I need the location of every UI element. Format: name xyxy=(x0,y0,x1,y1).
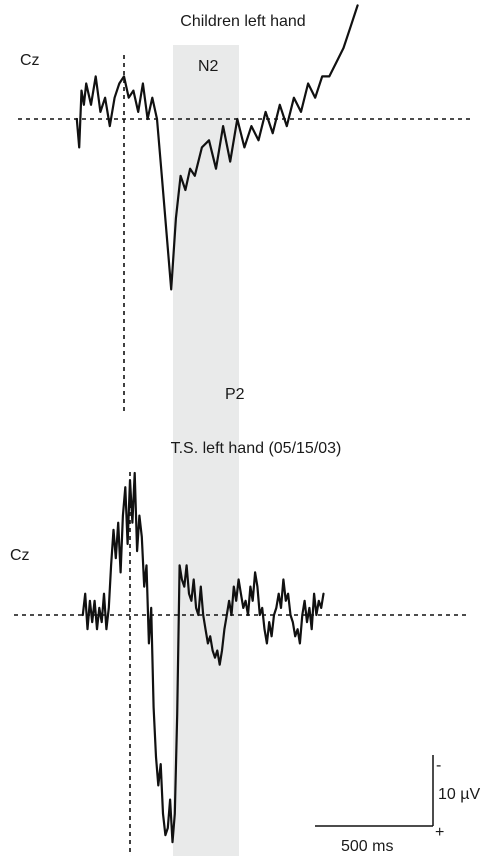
panel-1-title: Children left hand xyxy=(180,13,305,30)
scale-bar-sign-bottom: + xyxy=(435,824,444,841)
scale-bar-amplitude-label: 10 µV xyxy=(438,786,480,803)
panel-1-channel-label: Cz xyxy=(20,52,40,69)
panel-2-channel-label: Cz xyxy=(10,547,30,564)
n2-window-band xyxy=(173,45,239,856)
scale-bar-time-label: 500 ms xyxy=(341,838,393,855)
panel-1-trace xyxy=(75,4,359,291)
peak-label-p2: P2 xyxy=(225,386,245,403)
scale-bar-sign-top: - xyxy=(436,757,441,774)
panel-2-trace xyxy=(81,471,325,844)
peak-label-n2: N2 xyxy=(198,58,219,75)
panel-2-title: T.S. left hand (05/15/03) xyxy=(171,440,342,457)
